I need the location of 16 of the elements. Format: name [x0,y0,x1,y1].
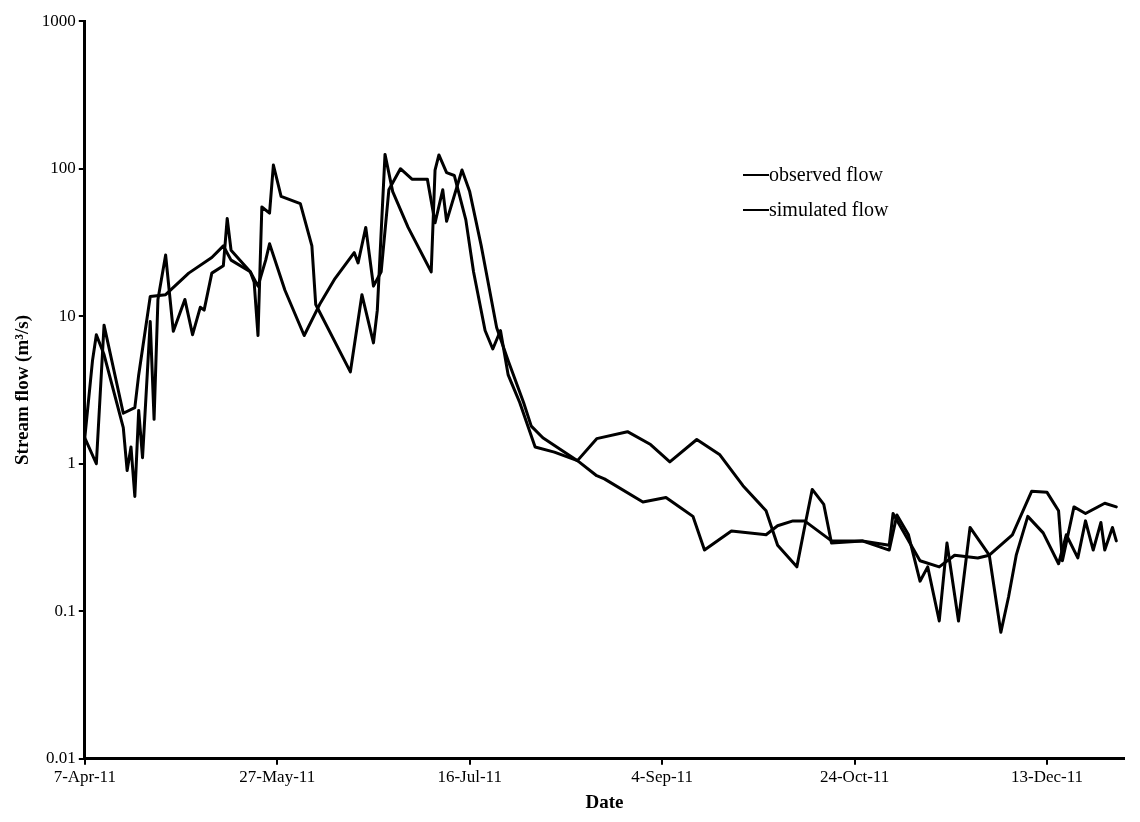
x-tick-label: 4-Sep-11 [631,767,693,787]
y-tick-label: 1 [67,453,76,473]
x-tick-label: 13-Dec-11 [1010,767,1084,787]
y-tick-label: 10 [58,305,76,325]
y-axis-title: Stream flow (m³/s) [11,315,34,465]
x-tick-label: 24-Oct-11 [819,767,890,787]
x-tick-label: 7-Apr-11 [53,767,116,787]
y-tick-label: 0.1 [54,600,76,620]
y-tick-label: 100 [50,158,76,178]
y-tick-label: 1000 [41,10,76,30]
x-tick-label: 27-May-11 [239,767,316,787]
x-tick-label: 16-Jul-11 [437,767,502,787]
x-axis-title: Date [585,790,624,812]
legend-label: simulated flow [769,198,889,221]
legend-label: observed flow [769,163,883,186]
y-tick-label: 0.01 [46,748,76,768]
